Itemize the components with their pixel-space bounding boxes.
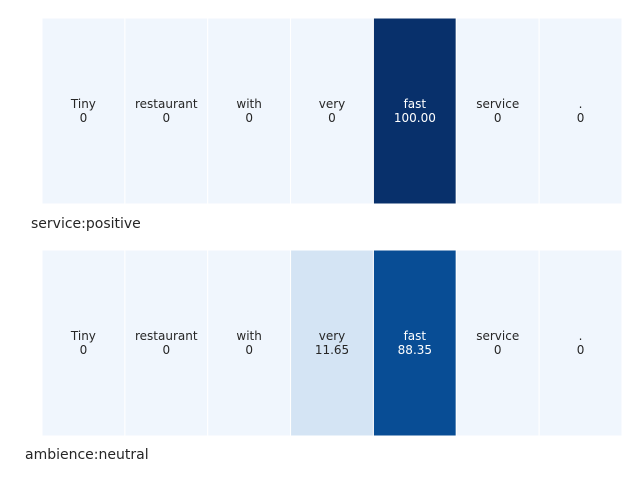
cell-token-1-2: with	[236, 329, 261, 343]
heatmap-panel-ambience-neutral: Tiny0restaurant0with0very11.65fast88.35s…	[41, 249, 623, 437]
cell-token-1-5: service	[476, 329, 519, 343]
cell-value-0-5: 0	[494, 111, 502, 125]
heatmap-cell-0-0	[41, 17, 126, 205]
cell-token-0-4: fast	[404, 97, 427, 111]
cell-token-1-3: very	[319, 329, 346, 343]
heatmap-cell-0-6	[538, 17, 623, 205]
cell-token-0-0: Tiny	[70, 97, 96, 111]
cell-token-0-6: .	[579, 97, 583, 111]
cell-value-0-4: 100.00	[394, 111, 436, 125]
cell-value-1-1: 0	[162, 343, 170, 357]
heatmap-cell-1-1	[124, 249, 209, 437]
heatmap-cell-1-0	[41, 249, 126, 437]
cell-value-0-1: 0	[162, 111, 170, 125]
cell-value-1-6: 0	[577, 343, 585, 357]
cell-value-0-6: 0	[577, 111, 585, 125]
heatmap-cell-0-3	[290, 17, 374, 205]
heatmap-cell-0-5	[455, 17, 540, 205]
heatmap-cell-0-2	[207, 17, 292, 205]
heatmap-cell-1-4	[372, 249, 457, 437]
heatmap-cell-1-2	[207, 249, 292, 437]
cell-value-0-2: 0	[245, 111, 253, 125]
cell-token-0-5: service	[476, 97, 519, 111]
cell-value-0-3: 0	[328, 111, 336, 125]
cell-token-0-1: restaurant	[135, 97, 198, 111]
heatmap-cell-0-4	[372, 17, 457, 205]
heatmap-cell-1-6	[538, 249, 623, 437]
cell-value-1-3: 11.65	[315, 343, 349, 357]
heatmap-cell-1-5	[455, 249, 540, 437]
cell-value-1-2: 0	[245, 343, 253, 357]
cell-token-1-6: .	[579, 329, 583, 343]
heatmap-panel-service-positive: Tiny0restaurant0with0very0fast100.00serv…	[41, 17, 623, 205]
aspect-label-service-positive: service:positive	[31, 216, 141, 232]
heatmap-cell-0-1	[124, 17, 209, 205]
cell-token-1-4: fast	[404, 329, 427, 343]
cell-value-1-0: 0	[80, 343, 88, 357]
aspect-label-ambience-neutral: ambience:neutral	[25, 447, 149, 463]
cell-value-1-4: 88.35	[398, 343, 432, 357]
cell-token-0-3: very	[319, 97, 346, 111]
cell-value-0-0: 0	[80, 111, 88, 125]
cell-value-1-5: 0	[494, 343, 502, 357]
cell-token-1-1: restaurant	[135, 329, 198, 343]
cell-token-0-2: with	[236, 97, 261, 111]
cell-token-1-0: Tiny	[70, 329, 96, 343]
